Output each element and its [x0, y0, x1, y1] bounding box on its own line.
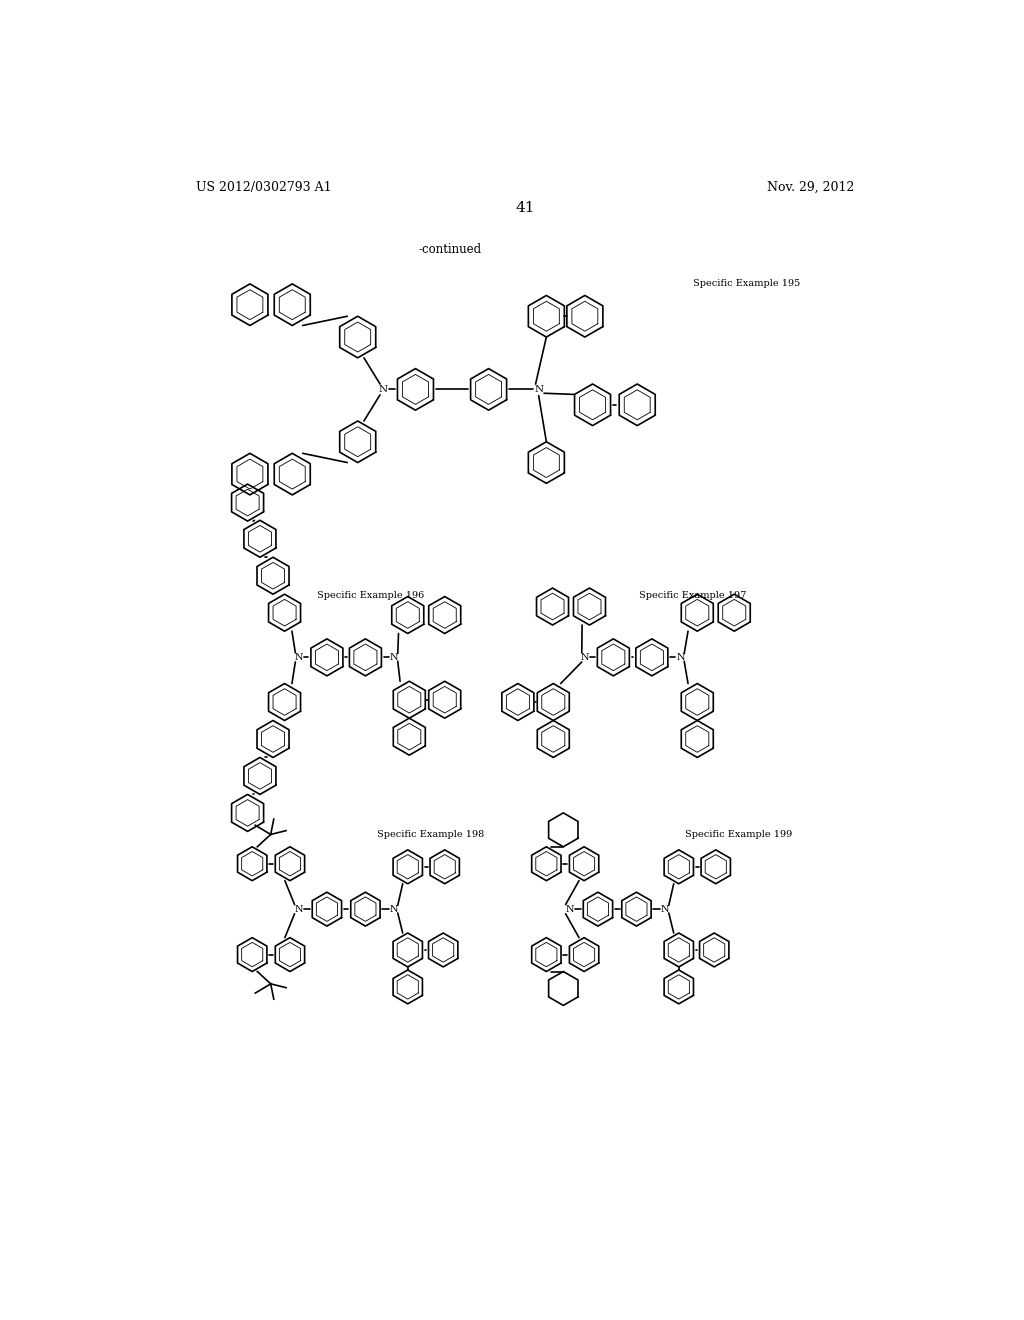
Text: N: N	[379, 385, 388, 393]
Text: Specific Example 195: Specific Example 195	[693, 280, 801, 288]
Text: Nov. 29, 2012: Nov. 29, 2012	[767, 181, 854, 194]
Text: N: N	[676, 653, 685, 661]
Text: N: N	[294, 904, 303, 913]
Text: US 2012/0302793 A1: US 2012/0302793 A1	[196, 181, 332, 194]
Text: N: N	[565, 904, 573, 913]
Text: N: N	[535, 385, 543, 393]
Text: -continued: -continued	[419, 243, 481, 256]
Text: 41: 41	[515, 202, 535, 215]
Text: Specific Example 197: Specific Example 197	[639, 591, 746, 601]
Text: N: N	[294, 653, 303, 661]
Text: N: N	[390, 653, 398, 661]
Text: Specific Example 198: Specific Example 198	[377, 830, 484, 840]
Text: Specific Example 196: Specific Example 196	[317, 591, 424, 601]
Text: Specific Example 199: Specific Example 199	[685, 830, 793, 840]
Text: N: N	[390, 904, 398, 913]
Text: N: N	[660, 904, 670, 913]
Text: N: N	[581, 653, 589, 661]
